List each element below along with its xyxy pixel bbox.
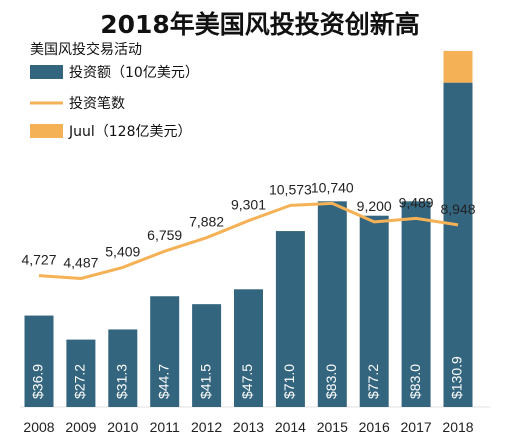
bar-2015 [317,201,347,407]
bar-2014 [275,231,305,407]
line-value-label-2013: 9,301 [231,197,266,213]
chart-title: 2018年美国风投投资创新高 [100,10,420,39]
legend-label-juul: Juul（128亿美元） [68,124,192,140]
x-tick-2017: 2017 [401,419,432,435]
bar-value-label-2008: $36.9 [30,364,46,399]
bar-value-label-2010: $31.3 [114,364,130,399]
line-value-label-2015: 10,740 [311,179,354,195]
x-tick-2012: 2012 [191,419,222,435]
bar-2013 [234,289,263,407]
x-tick-2016: 2016 [359,419,390,435]
x-tick-2013: 2013 [233,419,264,435]
bar-2018 [443,82,473,408]
legend-swatch-juul [30,124,63,138]
bar-value-label-2009: $27.2 [72,364,88,399]
bar-2016 [359,215,389,407]
line-value-label-2012: 7,882 [189,214,224,230]
bar-2008 [24,315,54,407]
chart-subtitle: 美国风投交易活动 [30,41,142,58]
x-tick-2018: 2018 [442,419,473,435]
line-value-label-2009: 4,487 [63,254,98,270]
bar-value-label-2015: $83.0 [323,364,339,399]
x-tick-2008: 2008 [23,419,54,435]
x-axis-ticks: 2008 2009 2010 2011 2012 2013 2014 2015 2016 2017… [23,419,473,435]
bar-2017 [401,201,431,407]
bar-2009 [66,339,96,407]
legend-label-deals: 投资笔数 [69,96,125,112]
bars: $36.9 $27.2 $31.3 $44.7 $41.5 $47.5 $71.0 $83.0… [24,50,473,408]
legend: 投资额（10亿美元） 投资笔数 Juul（128亿美元） [30,65,199,140]
line-value-label-2018: 8,948 [440,201,475,217]
bar-value-label-2011: $44.7 [155,364,171,399]
x-tick-2011: 2011 [150,419,180,435]
deals-line [38,201,459,280]
bar-value-label-2016: $77.2 [365,364,381,399]
line-value-label-2017: 9,489 [399,194,434,210]
x-tick-2009: 2009 [65,419,96,435]
bar-value-label-2014: $71.0 [281,364,297,399]
x-tick-2010: 2010 [107,419,138,435]
bar-juul-2018 [443,50,473,83]
line-value-label-2011: 6,759 [147,227,182,243]
bar-2010 [108,329,138,407]
legend-swatch-investment [30,65,63,79]
line-value-label-2010: 5,409 [105,243,140,259]
legend-label-investment: 投资额（10亿美元） [69,65,199,81]
x-tick-2015: 2015 [317,419,348,435]
bar-2012 [192,304,222,407]
bar-value-label-2012: $41.5 [197,364,213,399]
bar-2011 [150,296,180,407]
line-value-label-2016: 9,200 [357,198,392,214]
bar-value-label-2013: $47.5 [239,364,255,399]
bar-value-label-2017: $83.0 [407,364,423,399]
bar-value-label-2018: $130.9 [449,356,465,399]
line-value-label-2014: 10,573 [269,181,312,197]
x-tick-2014: 2014 [275,419,306,435]
line-value-label-2008: 4,727 [21,252,56,268]
